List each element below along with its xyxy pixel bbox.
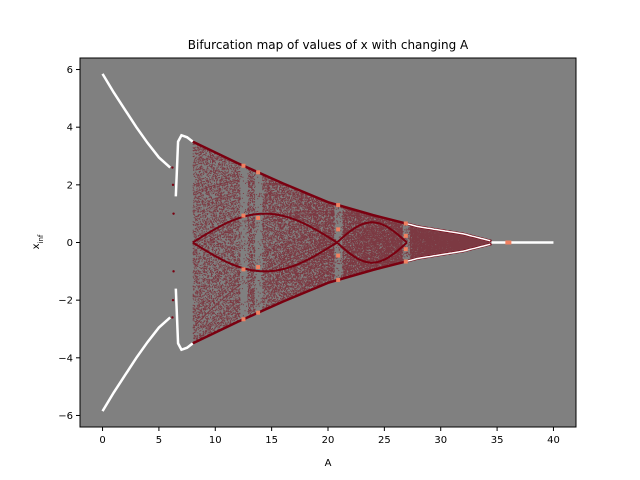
y-tick-label: 6 bbox=[67, 65, 73, 76]
y-tick-label: −6 bbox=[58, 411, 73, 422]
bifurcation-point bbox=[171, 166, 174, 169]
y-axis-label: xinf bbox=[31, 234, 45, 249]
bifurcation-point bbox=[171, 183, 175, 187]
chart-title: Bifurcation map of values of x with chan… bbox=[188, 38, 469, 52]
x-tick-label: 15 bbox=[265, 435, 278, 446]
x-tick-label: 10 bbox=[209, 435, 222, 446]
inner-band-curves bbox=[192, 212, 408, 273]
bifurcation-point bbox=[172, 270, 175, 273]
period-window-point bbox=[336, 253, 341, 258]
period-window-point bbox=[336, 227, 341, 232]
x-tick-label: 0 bbox=[99, 435, 105, 446]
period-window-point bbox=[256, 170, 261, 175]
x-tick-label: 35 bbox=[491, 435, 504, 446]
x-tick-label: 40 bbox=[547, 435, 560, 446]
zero-branch-point bbox=[505, 240, 512, 245]
period-window-point bbox=[336, 203, 341, 208]
x-tick-label: 25 bbox=[378, 435, 391, 446]
y-tick-label: 4 bbox=[67, 123, 73, 134]
y-tick-label: 0 bbox=[67, 238, 73, 249]
period-window-point bbox=[403, 221, 408, 226]
fixed-upper-branch bbox=[101, 73, 172, 169]
y-tick-label: 2 bbox=[67, 180, 73, 191]
period2-lower-branch bbox=[174, 288, 194, 352]
bifurcation-point bbox=[172, 212, 175, 215]
bifurcation-point bbox=[171, 298, 175, 302]
y-axis-label-main: x bbox=[31, 243, 42, 249]
period-window-point bbox=[403, 233, 408, 238]
fixed-lower-branch bbox=[101, 316, 172, 412]
periodic-tail-curves bbox=[406, 223, 491, 262]
period-window-point bbox=[336, 277, 341, 282]
period-window-point bbox=[256, 265, 261, 270]
x-axis: 0 5 10 15 20 25 30 35 40 bbox=[99, 427, 560, 446]
period-window-point bbox=[403, 259, 408, 264]
y-tick-label: −2 bbox=[58, 296, 73, 307]
period-window-point bbox=[403, 247, 408, 252]
x-tick-label: 20 bbox=[322, 435, 335, 446]
bifurcation-point bbox=[171, 316, 174, 319]
period2-upper-branch bbox=[174, 133, 194, 197]
y-axis: −6 −4 −2 0 2 4 6 bbox=[58, 65, 80, 422]
period-window-point bbox=[256, 215, 261, 220]
period-window-point bbox=[241, 163, 246, 168]
y-tick-label: −4 bbox=[58, 353, 73, 364]
period-window-point bbox=[241, 317, 246, 322]
x-axis-label: A bbox=[325, 458, 332, 469]
period-window-point bbox=[241, 213, 246, 218]
x-tick-label: 30 bbox=[434, 435, 447, 446]
period-window-point bbox=[241, 267, 246, 272]
y-axis-label-sub: inf bbox=[37, 234, 45, 243]
x-tick-label: 5 bbox=[156, 435, 162, 446]
period-window-point bbox=[256, 310, 261, 315]
